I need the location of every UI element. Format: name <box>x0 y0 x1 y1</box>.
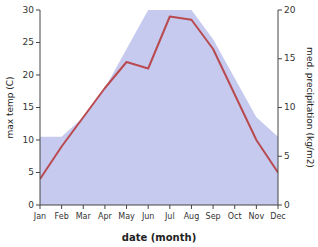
y-tick-label: 30 <box>23 5 35 15</box>
y-tick <box>36 205 40 206</box>
x-tick-label: Aug <box>184 212 200 221</box>
x-tick-label: Feb <box>55 212 69 221</box>
x-tick-label: Oct <box>228 212 242 221</box>
y-tick-label: 0 <box>28 200 34 210</box>
y-tick-label: 10 <box>23 135 35 145</box>
x-tick <box>256 205 257 209</box>
y-tick <box>36 140 40 141</box>
y2-tick-label: 5 <box>284 151 290 161</box>
x-tick-label: Sep <box>206 212 221 221</box>
x-axis-label: date (month) <box>122 232 196 243</box>
x-tick <box>169 205 170 209</box>
x-tick <box>213 205 214 209</box>
y2-axis-label: med. precipitation (kg/m2) <box>305 47 315 168</box>
x-tick-label: Mar <box>76 212 92 221</box>
x-tick <box>61 205 62 209</box>
data-layer <box>40 10 278 205</box>
x-tick <box>278 205 279 209</box>
y2-tick-label: 0 <box>284 200 290 210</box>
x-tick <box>104 205 105 209</box>
y2-tick <box>278 107 282 108</box>
x-tick-label: Dec <box>270 212 285 221</box>
line <box>40 17 278 180</box>
y2-tick <box>278 156 282 157</box>
y-tick <box>36 10 40 11</box>
x-tick <box>40 205 41 209</box>
y2-tick-label: 20 <box>284 5 296 15</box>
x-tick-label: May <box>118 212 135 221</box>
chart-container: 0 5 10 15 20 25 30 0 5 10 15 20 Jan Feb Mar Apr May Jun Ju… <box>0 0 318 247</box>
y-tick-label: 25 <box>23 37 34 47</box>
y-tick-label: 20 <box>23 70 35 80</box>
chart: 0 5 10 15 20 25 30 0 5 10 15 20 Jan Feb Mar Apr May Jun Ju… <box>0 0 318 247</box>
y2-tick-label: 10 <box>284 102 296 112</box>
x-tick-label: Jun <box>141 212 155 221</box>
x-tick <box>148 205 149 209</box>
y-tick <box>36 42 40 43</box>
x-tick-label: Nov <box>249 212 265 221</box>
y-tick-label: 5 <box>28 167 34 177</box>
y2-tick <box>278 10 282 11</box>
x-tick-label: Apr <box>98 212 113 221</box>
axes: 0 5 10 15 20 25 30 0 5 10 15 20 Jan Feb Mar Apr May Jun Ju… <box>23 5 296 222</box>
y-tick <box>36 172 40 173</box>
y2-tick <box>278 205 282 206</box>
x-tick-label: Jul <box>164 212 175 221</box>
x-tick <box>126 205 127 209</box>
x-tick <box>83 205 84 209</box>
y-tick-label: 15 <box>23 102 34 112</box>
y-tick <box>36 75 40 76</box>
x-tick <box>191 205 192 209</box>
x-tick-label: Jan <box>33 212 46 221</box>
x-tick <box>234 205 235 209</box>
y2-tick-label: 15 <box>284 53 295 63</box>
y2-tick <box>278 58 282 59</box>
y-tick <box>36 107 40 108</box>
y-axis-label: max temp (C) <box>5 76 15 138</box>
area <box>40 10 278 205</box>
x-axis-line <box>40 205 278 206</box>
